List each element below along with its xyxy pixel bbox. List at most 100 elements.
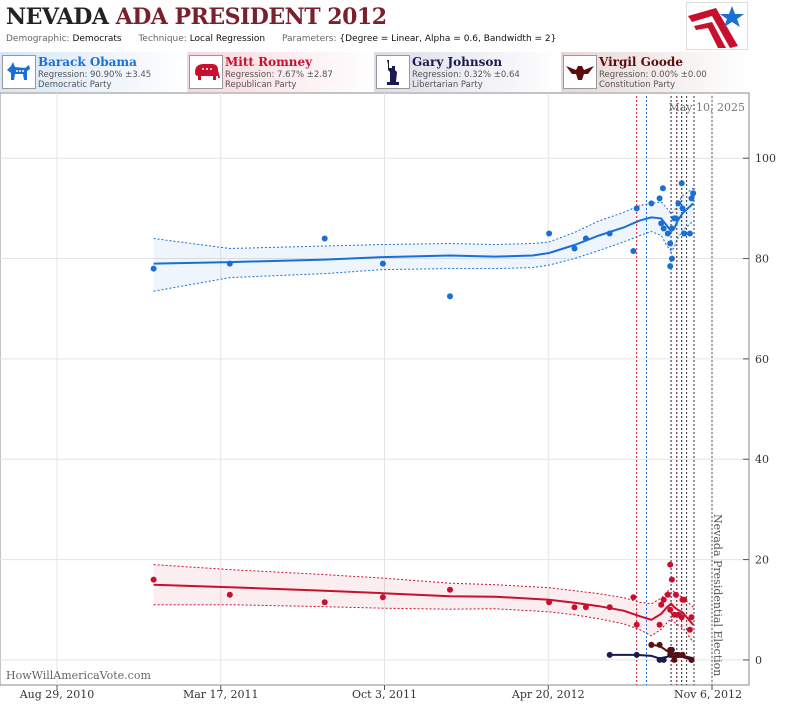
band-upper-barack-obama <box>153 187 694 250</box>
data-point-barack-obama <box>656 195 663 202</box>
x-tick-label: Oct 3, 2011 <box>352 688 417 701</box>
data-point-barack-obama <box>582 235 589 242</box>
band-fill-mitt-romney <box>153 564 694 643</box>
data-point-virgil-goode <box>667 646 674 653</box>
legend-item-romney[interactable]: Mitt Romney Regression: 7.67% ±2.87 Repu… <box>187 52 373 92</box>
data-point-virgil-goode <box>668 651 675 658</box>
data-point-barack-obama <box>658 220 665 227</box>
data-point-gary-johnson <box>633 651 640 658</box>
technique-value: Local Regression <box>189 34 266 44</box>
demographic-value: Democrats <box>72 34 122 44</box>
data-point-mitt-romney <box>633 621 640 628</box>
data-point-barack-obama <box>379 260 386 267</box>
y-tick-label: 60 <box>755 353 769 366</box>
trend-line-mitt-romney <box>153 583 694 626</box>
data-point-barack-obama <box>664 230 671 237</box>
y-tick-label: 80 <box>755 253 769 266</box>
legend-name: Mitt Romney <box>225 55 313 69</box>
data-point-virgil-goode <box>648 641 655 648</box>
data-point-barack-obama <box>675 200 682 207</box>
data-point-barack-obama <box>659 185 666 192</box>
y-tick-label: 40 <box>755 453 769 466</box>
band-lower-barack-obama <box>153 220 694 292</box>
technique-label: Technique: <box>138 34 187 44</box>
poll-points <box>150 180 697 663</box>
y-tick-label: 0 <box>755 654 762 667</box>
legend-regression: Regression: 0.32% ±0.64 <box>412 70 520 80</box>
data-point-barack-obama <box>150 265 157 272</box>
data-point-mitt-romney <box>660 596 667 603</box>
data-point-barack-obama <box>681 230 688 237</box>
legend-regression: Regression: 0.00% ±0.00 <box>599 70 707 80</box>
donkey-icon <box>2 55 36 89</box>
title-rest: ADA PRESIDENT 2012 <box>115 4 387 30</box>
confidence-bands <box>153 187 694 643</box>
data-point-barack-obama <box>321 235 328 242</box>
data-point-mitt-romney <box>668 576 675 583</box>
legend-name: Virgil Goode <box>599 55 683 69</box>
candidate-legend: Barack Obama Regression: 90.90% ±3.45 De… <box>0 52 749 92</box>
data-point-barack-obama <box>686 230 693 237</box>
legend-item-obama[interactable]: Barack Obama Regression: 90.90% ±3.45 De… <box>0 52 186 92</box>
legend-name: Barack Obama <box>38 55 137 69</box>
title-state: NEVADA <box>6 4 109 30</box>
data-point-virgil-goode <box>679 651 686 658</box>
data-point-mitt-romney <box>379 594 386 601</box>
legend-party: Constitution Party <box>599 80 676 90</box>
data-point-mitt-romney <box>571 604 578 611</box>
data-point-barack-obama <box>546 230 553 237</box>
data-point-barack-obama <box>668 255 675 262</box>
regression-chart: 0 20 40 60 80 100 Aug 29, 2010 Mar 17, 2011 Oct… <box>0 92 776 701</box>
data-point-mitt-romney <box>673 591 679 598</box>
data-point-virgil-goode <box>675 651 682 658</box>
data-point-gary-johnson <box>660 656 667 663</box>
legend-party: Democratic Party <box>38 80 112 90</box>
x-axis-ticks: Aug 29, 2010 Mar 17, 2011 Oct 3, 2011 Apr 2… <box>19 685 742 701</box>
data-point-barack-obama <box>226 260 233 267</box>
band-lower-mitt-romney <box>153 604 694 643</box>
statue-of-liberty-icon <box>376 55 410 89</box>
legend-regression: Regression: 7.67% ±2.87 <box>225 70 333 80</box>
plot-frame <box>0 92 750 686</box>
data-point-mitt-romney <box>688 614 695 621</box>
data-point-barack-obama <box>571 245 578 252</box>
data-point-mitt-romney <box>582 604 589 611</box>
data-point-mitt-romney <box>671 611 678 618</box>
data-point-mitt-romney <box>681 596 688 603</box>
data-point-mitt-romney <box>656 621 663 628</box>
band-upper-mitt-romney <box>153 564 694 608</box>
data-point-barack-obama <box>606 230 613 237</box>
legend-item-johnson[interactable]: Gary Johnson Regression: 0.32% ±0.64 Lib… <box>374 52 560 92</box>
grid <box>0 93 749 685</box>
parameters-label: Parameters: <box>281 34 337 44</box>
election-label: Nevada Presidential Election <box>711 514 724 676</box>
data-point-gary-johnson <box>656 656 663 663</box>
data-point-barack-obama <box>678 180 685 187</box>
data-point-mitt-romney <box>678 614 685 621</box>
data-point-barack-obama <box>673 215 679 222</box>
legend-party: Libertarian Party <box>412 80 483 90</box>
data-point-mitt-romney <box>447 586 453 593</box>
data-point-mitt-romney <box>226 591 233 598</box>
data-point-virgil-goode <box>688 656 695 663</box>
data-point-barack-obama <box>679 205 686 212</box>
data-point-mitt-romney <box>686 626 693 633</box>
x-tick-label: Apr 20, 2012 <box>511 688 585 701</box>
data-point-mitt-romney <box>664 591 671 598</box>
data-point-gary-johnson <box>606 651 613 658</box>
data-point-barack-obama <box>668 225 675 232</box>
data-point-barack-obama <box>447 293 453 300</box>
data-point-mitt-romney <box>606 604 613 611</box>
legend-name: Gary Johnson <box>412 55 503 69</box>
x-tick-label: Nov 6, 2012 <box>674 688 742 701</box>
legend-item-goode[interactable]: Virgil Goode Regression: 0.00% ±0.00 Con… <box>561 52 747 92</box>
legend-party: Republican Party <box>225 80 297 90</box>
band-fill-barack-obama <box>153 188 694 292</box>
star-flag-logo-icon[interactable] <box>686 2 748 50</box>
data-point-mitt-romney <box>667 606 674 613</box>
y-axis-ticks: 0 20 40 60 80 100 <box>743 152 776 667</box>
data-point-barack-obama <box>667 263 674 270</box>
data-point-barack-obama <box>688 195 695 202</box>
legend-regression: Regression: 90.90% ±3.45 <box>38 70 152 80</box>
y-tick-label: 20 <box>755 554 769 567</box>
